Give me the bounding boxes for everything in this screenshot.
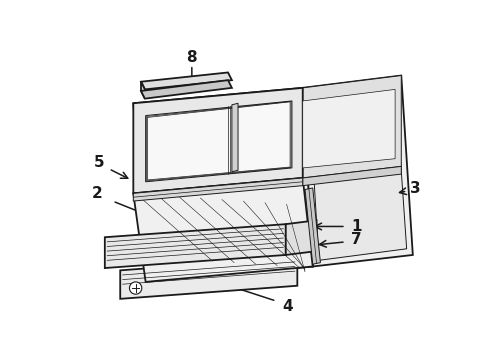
Text: 8: 8 <box>187 50 197 64</box>
Circle shape <box>129 282 142 294</box>
Text: 5: 5 <box>94 155 105 170</box>
Polygon shape <box>303 76 401 178</box>
Polygon shape <box>309 82 407 260</box>
Polygon shape <box>232 103 238 172</box>
Text: 4: 4 <box>282 299 293 314</box>
Polygon shape <box>133 178 303 201</box>
Text: 2: 2 <box>92 186 102 201</box>
Polygon shape <box>146 101 292 182</box>
Text: 7: 7 <box>351 232 362 247</box>
Polygon shape <box>305 188 320 264</box>
Polygon shape <box>141 80 232 99</box>
Polygon shape <box>286 220 317 255</box>
Text: 3: 3 <box>410 181 420 196</box>
Polygon shape <box>303 166 401 186</box>
Text: 9: 9 <box>228 124 239 139</box>
Polygon shape <box>133 178 313 282</box>
Text: 1: 1 <box>351 219 362 234</box>
Polygon shape <box>303 89 395 168</box>
Polygon shape <box>105 224 286 268</box>
Polygon shape <box>141 82 145 99</box>
Polygon shape <box>303 76 413 266</box>
Polygon shape <box>133 88 303 193</box>
Polygon shape <box>140 94 307 276</box>
Polygon shape <box>133 88 313 282</box>
Polygon shape <box>120 257 297 299</box>
Polygon shape <box>141 72 232 89</box>
Text: 6: 6 <box>219 251 229 266</box>
